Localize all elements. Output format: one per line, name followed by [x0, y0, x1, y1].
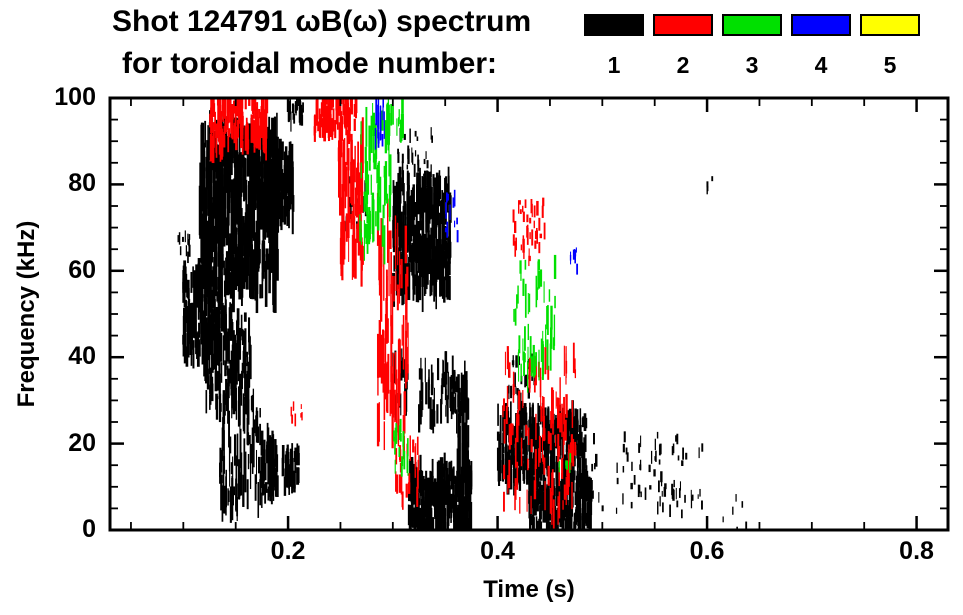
legend-swatch-mode-2: [653, 14, 713, 36]
y-tick-label: 60: [68, 255, 96, 284]
chart-subtitle: for toroidal mode number:: [122, 47, 497, 80]
x-tick-label: 0.2: [270, 537, 306, 565]
y-tick-label: 100: [54, 83, 96, 111]
legend-label-mode-1: 1: [607, 52, 621, 78]
legend-label-mode-4: 4: [814, 52, 828, 78]
legend-swatch-mode-1: [584, 14, 644, 36]
legend-swatch-mode-4: [791, 14, 851, 36]
legend-swatch-mode-5: [860, 14, 920, 36]
legend-label-mode-2: 2: [676, 52, 690, 78]
legend-label-mode-5: 5: [883, 52, 897, 78]
legend-label-mode-3: 3: [745, 52, 759, 78]
x-axis-title: Time (s): [483, 576, 575, 603]
y-tick-label: 20: [68, 428, 96, 457]
legend-swatch-mode-3: [722, 14, 782, 36]
y-tick-label: 40: [68, 342, 96, 371]
y-axis-title: Frequency (kHz): [13, 220, 40, 408]
x-tick-label: 0.6: [689, 537, 725, 565]
legend: [584, 14, 920, 36]
y-tick-label: 80: [68, 169, 96, 198]
legend-mode-numbers: 1 2 3 4 5: [584, 52, 920, 79]
x-tick-label: 0.4: [480, 537, 515, 565]
y-tick-label: 0: [82, 515, 96, 543]
x-tick-label: 0.8: [899, 537, 934, 565]
chart-title: Shot 124791 ωB(ω) spectrum: [112, 5, 532, 38]
